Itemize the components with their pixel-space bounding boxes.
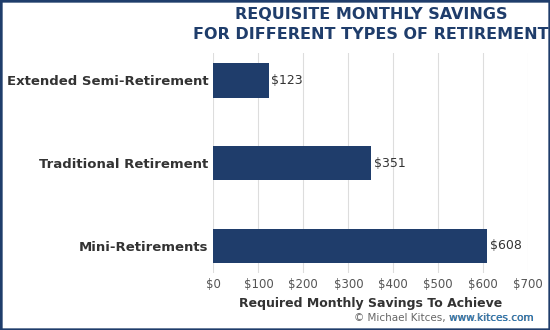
X-axis label: Required Monthly Savings To Achieve: Required Monthly Savings To Achieve (239, 297, 503, 310)
Text: $608: $608 (490, 240, 521, 252)
Bar (213, 63, 269, 97)
Bar (213, 146, 371, 181)
Bar (213, 229, 487, 263)
Text: © Michael Kitces, www.kitces.com: © Michael Kitces, www.kitces.com (354, 313, 534, 323)
Text: www.kitces.com: www.kitces.com (365, 313, 534, 323)
Title: REQUISITE MONTHLY SAVINGS
FOR DIFFERENT TYPES OF RETIREMENT: REQUISITE MONTHLY SAVINGS FOR DIFFERENT … (193, 7, 548, 42)
Text: $123: $123 (272, 74, 303, 86)
Text: $351: $351 (374, 156, 406, 170)
